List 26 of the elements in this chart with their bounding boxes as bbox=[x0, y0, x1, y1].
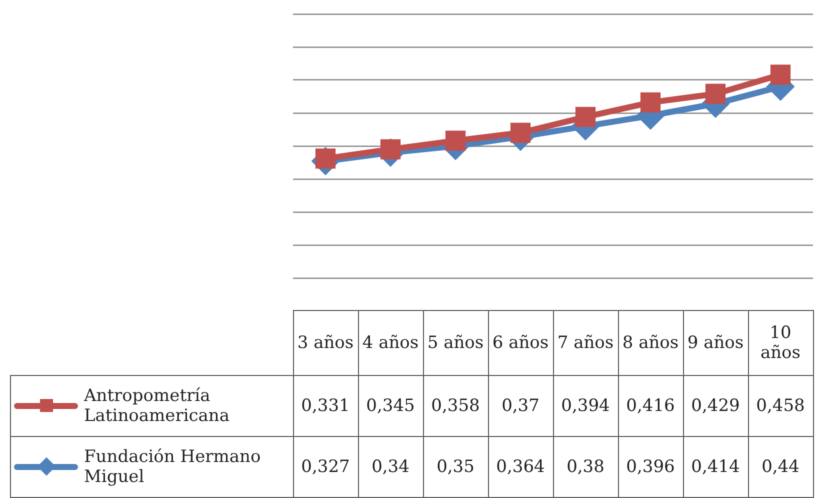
data-label: 0,416 bbox=[618, 376, 683, 436]
data-label: 0,396 bbox=[618, 436, 683, 498]
data-label: 0,38 bbox=[553, 436, 618, 498]
x-tick-label: 3 años bbox=[293, 310, 358, 376]
data-label: 0,345 bbox=[358, 376, 423, 436]
data-label: 0,34 bbox=[358, 436, 423, 498]
x-tick-label: 8 años bbox=[618, 310, 683, 376]
data-label: 0,358 bbox=[423, 376, 488, 436]
data-label: 0,394 bbox=[553, 376, 618, 436]
data-label: 0,35 bbox=[423, 436, 488, 498]
legend-label: Fundación Hermano Miguel bbox=[84, 447, 262, 487]
data-label: 0,414 bbox=[683, 436, 748, 498]
x-tick-label: 10 años bbox=[748, 310, 813, 376]
x-tick-label: 4 años bbox=[358, 310, 423, 376]
data-label: 0,429 bbox=[683, 376, 748, 436]
data-label: 0,458 bbox=[748, 376, 813, 436]
data-label: 0,364 bbox=[488, 436, 553, 498]
x-tick-label: 6 años bbox=[488, 310, 553, 376]
data-label: 0,331 bbox=[293, 376, 358, 436]
x-tick-label: 9 años bbox=[683, 310, 748, 376]
legend-label: Antropometría Latinoamericana bbox=[84, 386, 230, 426]
x-tick-label: 7 años bbox=[553, 310, 618, 376]
data-label: 0,327 bbox=[293, 436, 358, 498]
x-tick-label: 5 años bbox=[423, 310, 488, 376]
data-label: 0,37 bbox=[488, 376, 553, 436]
data-label: 0,44 bbox=[748, 436, 813, 498]
